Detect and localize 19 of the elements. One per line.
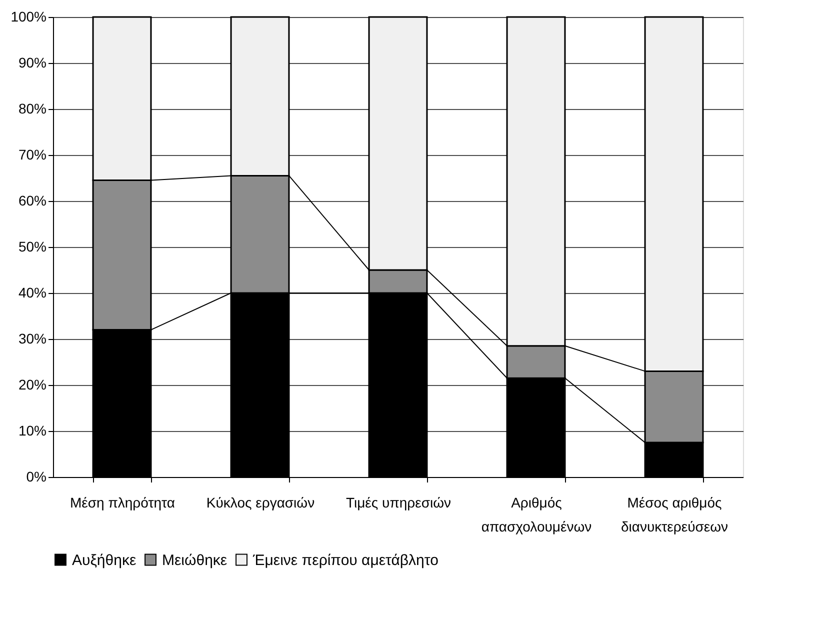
y-tick-label: 60% — [18, 192, 46, 208]
x-tick-label: Κύκλος εργασιών — [206, 494, 315, 510]
y-tick-label: 10% — [18, 422, 46, 438]
y-tick-label: 70% — [18, 146, 46, 162]
x-tick-label: Μέση πληρότητα — [70, 494, 175, 510]
x-tick-label: Αριθμός απασχολουμένων — [481, 494, 592, 534]
y-tick-label: 30% — [18, 330, 46, 346]
y-tick-label: 80% — [18, 100, 46, 116]
y-tick-label: 20% — [18, 376, 46, 392]
y-tick-label: 100% — [10, 8, 46, 24]
y-tick-label: 90% — [18, 54, 46, 70]
x-tick-label: Τιμές υπηρεσιών — [346, 494, 452, 510]
y-tick-label: 50% — [18, 238, 46, 254]
y-tick-label: 40% — [18, 284, 46, 300]
legend-label: Έμεινε περίπου αμετάβλητο — [252, 552, 438, 569]
legend-label: Μειώθηκε — [162, 552, 228, 569]
y-tick-label: 0% — [26, 468, 46, 484]
legend-label: Αυξήθηκε — [72, 552, 136, 569]
x-tick-label: Μέσος αριθμός διανυκτερεύσεων — [620, 494, 728, 534]
